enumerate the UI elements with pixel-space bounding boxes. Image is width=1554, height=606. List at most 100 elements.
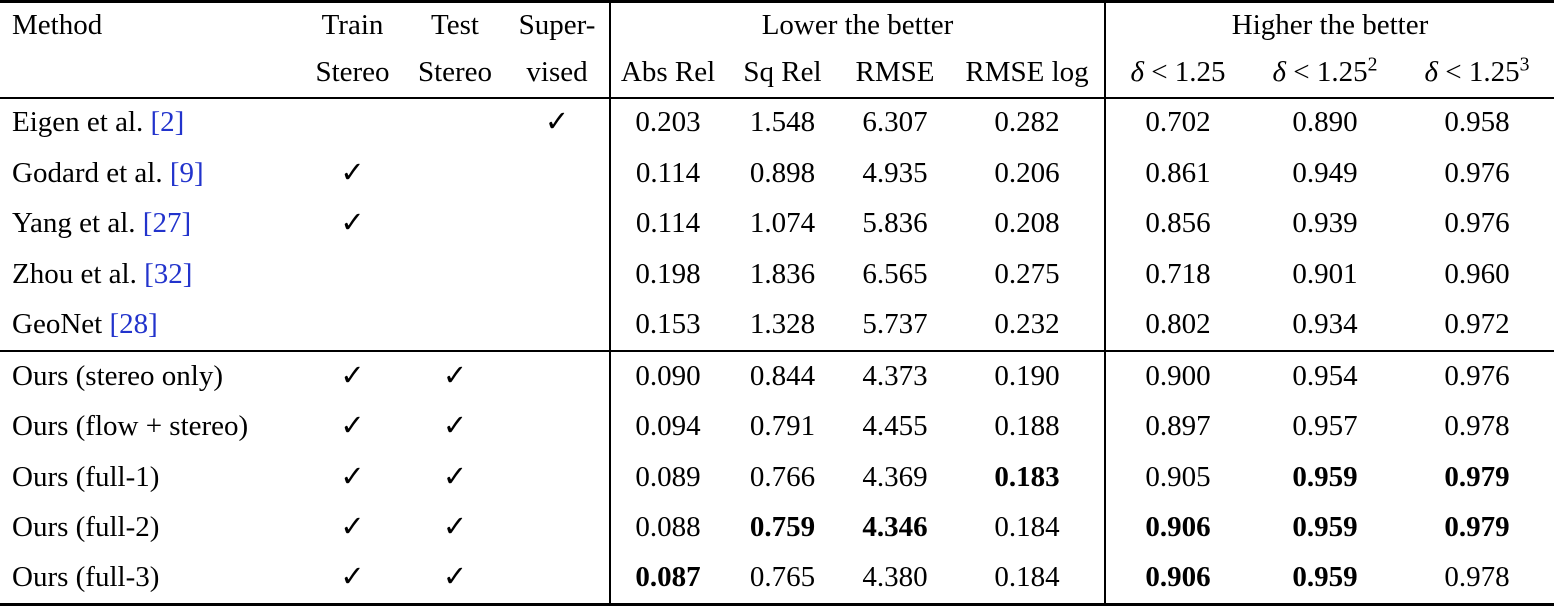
cell-supervised-check: [505, 349, 610, 402]
cell-rmse: 5.836: [862, 207, 928, 240]
col-header-delta-2: δ < 1.252: [1250, 49, 1401, 99]
col-header-test-line1: Test: [431, 9, 479, 42]
group-header-lower-better: Lower the better: [608, 1, 1106, 50]
cell-abs-rel: 0.114: [609, 198, 725, 250]
cell-delta-1: 0.900: [1104, 349, 1251, 402]
col-header-test-line2: Stereo: [405, 49, 505, 99]
cell-delta-3: 0.979: [1444, 460, 1510, 493]
cell-sq-rel: 0.898: [749, 156, 816, 189]
cell-test-check: [405, 148, 505, 199]
cell-method: Godard et al. [9]: [0, 148, 300, 199]
cell-delta-1: 0.897: [1104, 401, 1251, 453]
cell-method: GeoNet [28]: [0, 300, 300, 351]
cell-supervised-check: [505, 554, 610, 605]
cell-method: Ours (full-2): [0, 503, 300, 554]
col-header-rmse: RMSE: [840, 49, 950, 99]
col-header-sq-rel: Sq Rel: [725, 49, 840, 99]
table-row-godard: Godard et al. [9] ✓ 0.114 0.898 4.935 0.…: [0, 148, 1554, 199]
cell-train-check: ✓: [340, 410, 365, 443]
cell-delta-3: 0.978: [1444, 410, 1510, 443]
cell-sq-rel: 1.328: [749, 308, 816, 341]
citation-link[interactable]: [32]: [144, 257, 193, 290]
col-header-delta-3: δ < 1.253: [1400, 49, 1554, 99]
cell-abs-rel: 0.153: [609, 300, 725, 351]
cell-rmse-log: 0.183: [994, 460, 1060, 493]
method-name: Ours (flow + stereo): [12, 410, 249, 443]
cell-delta-1: 0.702: [1104, 97, 1251, 149]
cell-rmse: 4.935: [862, 156, 928, 189]
cell-supervised-check: [505, 148, 610, 199]
cell-train-check: ✓: [300, 349, 405, 402]
cell-abs-rel: 0.090: [609, 349, 725, 402]
table-header: Method Train Test Super- Lower the bette…: [0, 1, 1554, 99]
col-header-train-line2: Stereo: [300, 49, 405, 99]
cell-rmse: 6.307: [862, 106, 928, 139]
cell-supervised-check: [505, 300, 610, 351]
cell-test-check: ✓: [442, 410, 468, 443]
cell-delta-1: 0.802: [1104, 300, 1251, 351]
cell-method: Eigen et al. [2]: [0, 98, 300, 149]
cell-sq-rel: 0.759: [749, 511, 816, 544]
cell-rmse-log: 0.206: [994, 156, 1060, 189]
cell-test-check: [405, 250, 505, 301]
col-header-supervised-line1: Super-: [518, 9, 596, 42]
table-row-yang: Yang et al. [27] ✓ 0.114 1.074 5.836 0.2…: [0, 198, 1554, 250]
table-row-eigen: Eigen et al. [2] ✓ 0.203 1.548 6.307 0.2…: [0, 97, 1554, 149]
cell-train-check: ✓: [340, 511, 365, 544]
cell-delta-2: 0.954: [1250, 349, 1401, 402]
cell-method: Zhou et al. [32]: [0, 250, 300, 301]
cell-delta-2: 0.949: [1292, 156, 1358, 189]
citation-link[interactable]: [27]: [142, 207, 192, 240]
table-row-geonet: GeoNet [28] 0.153 1.328 5.737 0.232 0.80…: [0, 300, 1554, 351]
cell-test-check: ✓: [442, 561, 468, 594]
method-name: Eigen et al.: [12, 106, 151, 139]
cell-test-check: [405, 199, 505, 250]
cell-supervised-check: [505, 402, 610, 453]
table-row-ours-full-2: Ours (full-2) ✓ ✓ 0.088 0.759 4.346 0.18…: [0, 503, 1554, 554]
col-header-supervised-line2: vised: [505, 49, 610, 99]
cell-delta-3: 0.978: [1444, 561, 1510, 594]
cell-delta-2: 0.890: [1292, 106, 1358, 139]
cell-test-check: [405, 300, 505, 351]
cell-supervised-check: ✓: [544, 106, 570, 139]
cell-supervised-check: [505, 503, 610, 554]
method-name: Zhou et al.: [12, 257, 145, 290]
cell-train-check: [300, 98, 405, 149]
delta-symbol: δ: [1130, 56, 1144, 89]
cell-test-check: ✓: [442, 511, 468, 544]
cell-delta-2: 0.934: [1292, 308, 1358, 341]
cell-test-check: ✓: [405, 349, 505, 402]
cell-method: Ours (stereo only): [0, 349, 300, 402]
cell-train-check: ✓: [340, 561, 365, 594]
col-header-method: Method: [12, 9, 103, 42]
citation-link[interactable]: [9]: [169, 156, 204, 189]
cell-rmse-log: 0.275: [994, 257, 1060, 290]
col-header-method-spacer: [0, 49, 300, 99]
cell-sq-rel: 1.074: [749, 207, 816, 240]
table-row-ours-full-1: Ours (full-1) ✓ ✓ 0.089 0.766 4.369 0.18…: [0, 452, 1554, 503]
header-row-metrics: Stereo Stereo vised Abs Rel Sq Rel RMSE …: [0, 49, 1554, 99]
method-name: GeoNet: [12, 308, 110, 341]
cell-sq-rel: 1.548: [749, 106, 816, 139]
cell-delta-2: 0.959: [1292, 460, 1358, 493]
cell-delta-2: 0.959: [1292, 561, 1358, 594]
cell-abs-rel: 0.203: [609, 97, 725, 149]
cell-rmse-log: 0.208: [994, 207, 1060, 240]
cell-delta-1: 0.906: [1104, 553, 1251, 605]
cell-sq-rel: 0.766: [749, 460, 816, 493]
cell-delta-3: 0.960: [1444, 257, 1510, 290]
cell-abs-rel: 0.088: [609, 503, 725, 554]
cell-rmse: 4.455: [862, 410, 928, 443]
cell-delta-2: 0.959: [1292, 511, 1358, 544]
cell-method: Ours (full-1): [0, 452, 300, 503]
citation-link[interactable]: [2]: [150, 106, 185, 139]
cell-delta-3: 0.958: [1444, 106, 1510, 139]
cell-supervised-check: [505, 452, 610, 503]
cell-method: Ours (flow + stereo): [0, 402, 300, 453]
cell-rmse-log: 0.184: [994, 561, 1060, 594]
cell-delta-1: 0.906: [1104, 503, 1251, 554]
citation-link[interactable]: [28]: [109, 308, 158, 341]
cell-delta-3: 0.979: [1444, 511, 1510, 544]
col-header-train-line1: Train: [321, 9, 384, 42]
